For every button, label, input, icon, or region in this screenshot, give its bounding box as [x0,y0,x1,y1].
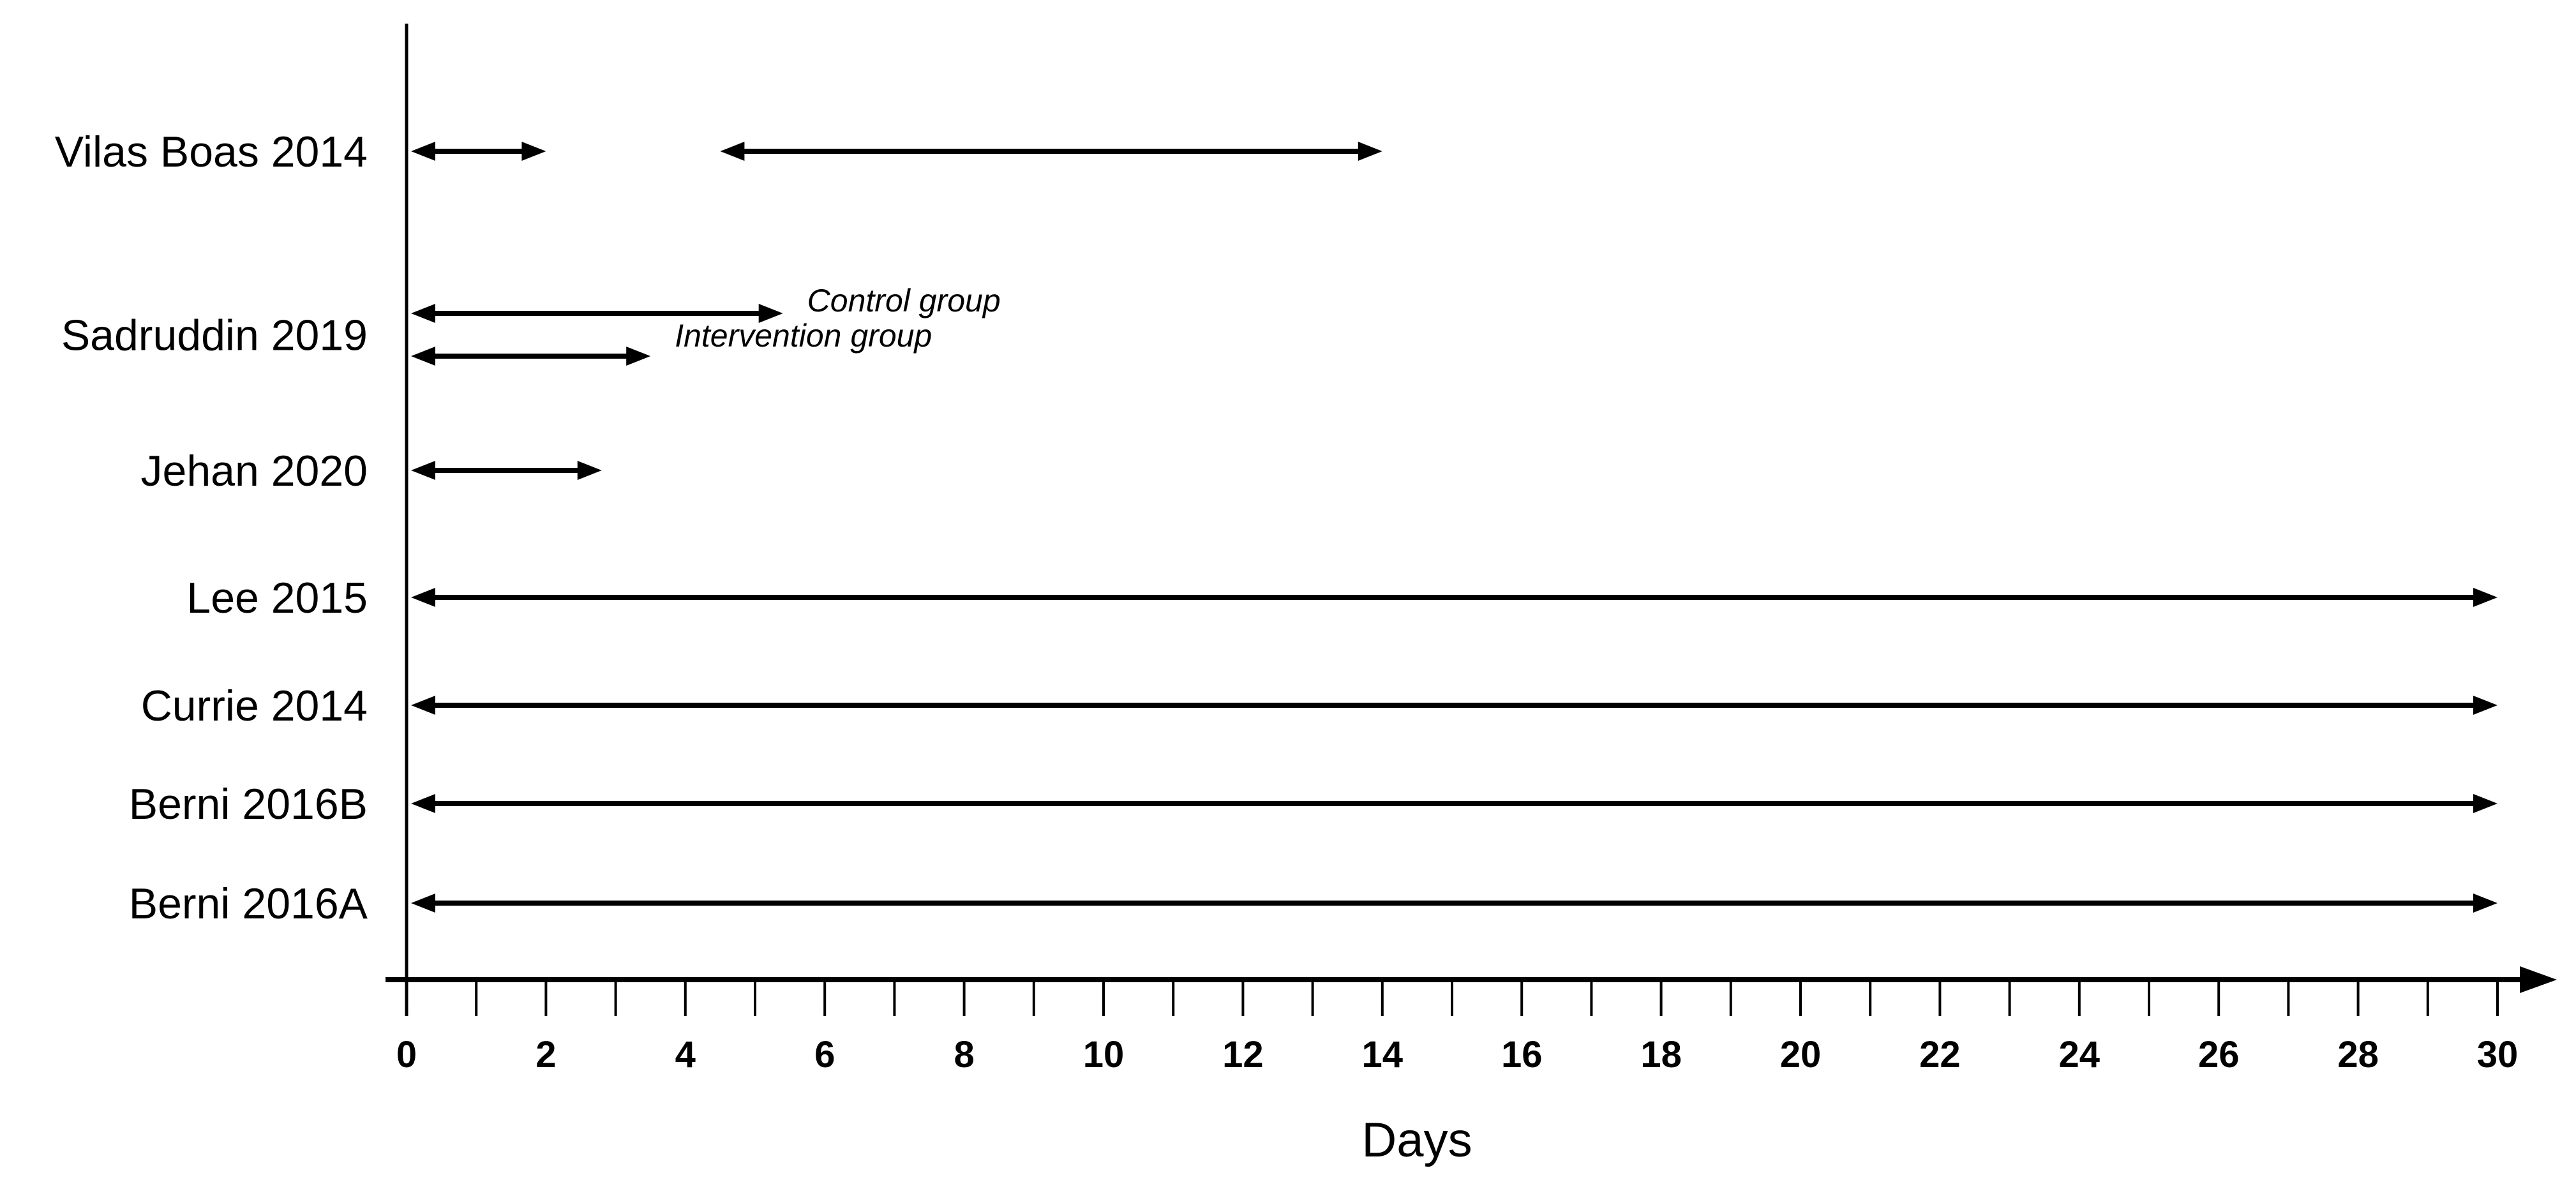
study-label-3: Lee 2015 [186,574,368,622]
arrow-head-left [720,142,745,161]
arrow-head-left [411,588,435,607]
annotation-control-group: Control group [807,283,1001,318]
x-axis-tick-label-26: 26 [2198,1034,2240,1075]
x-axis-tick-label-10: 10 [1083,1034,1125,1075]
arrow-head-right [521,142,546,161]
arrow-1-1 [411,347,651,366]
x-axis-tick-label-14: 14 [1362,1034,1404,1075]
x-axis-tick-label-18: 18 [1640,1034,1682,1075]
arrow-head-left [411,696,435,715]
study-label-2: Jehan 2020 [141,447,368,495]
x-axis-tick-label-4: 4 [675,1034,696,1075]
arrow-head-right [2473,794,2497,813]
study-label-5: Berni 2016B [129,780,368,828]
arrow-head-left [411,894,435,913]
x-axis-tick-label-6: 6 [814,1034,835,1075]
arrow-2-0 [411,461,602,480]
x-axis-label: Days [1361,1113,1472,1167]
x-axis-tick-label-0: 0 [396,1034,417,1075]
arrow-head-left [411,794,435,813]
annotation-intervention-group: Intervention group [675,318,932,354]
study-label-0: Vilas Boas 2014 [55,128,368,176]
arrow-0-0 [411,142,546,161]
x-axis-tick-label-28: 28 [2337,1034,2379,1075]
study-label-4: Currie 2014 [141,682,368,730]
study-label-6: Berni 2016A [129,879,368,928]
arrow-head-right [577,461,602,480]
x-axis-tick-label-20: 20 [1780,1034,1822,1075]
arrow-head-right [2473,588,2497,607]
arrow-head-right [1358,142,1382,161]
x-axis-tick-label-12: 12 [1222,1034,1264,1075]
arrow-head-left [411,304,435,323]
x-axis-tick-label-24: 24 [2059,1034,2100,1075]
study-label-1: Sadruddin 2019 [61,311,368,360]
arrow-head-right [758,304,783,323]
arrow-5-0 [411,794,2497,813]
x-axis-tick-label-8: 8 [954,1034,974,1075]
arrow-head-right [626,347,651,366]
arrow-head-left [411,461,435,480]
x-axis-tick-label-16: 16 [1501,1034,1543,1075]
x-axis-arrowhead-icon [2520,966,2557,993]
arrow-3-0 [411,588,2497,607]
arrow-head-left [411,347,435,366]
x-axis-tick-label-30: 30 [2477,1034,2519,1075]
arrow-head-right [2473,696,2497,715]
arrow-6-0 [411,894,2497,913]
arrow-head-left [411,142,435,161]
arrow-1-0 [411,304,783,323]
x-axis-tick-label-22: 22 [1919,1034,1961,1075]
arrow-0-1 [720,142,1382,161]
arrow-head-right [2473,894,2497,913]
arrow-4-0 [411,696,2497,715]
x-axis-tick-label-2: 2 [535,1034,556,1075]
